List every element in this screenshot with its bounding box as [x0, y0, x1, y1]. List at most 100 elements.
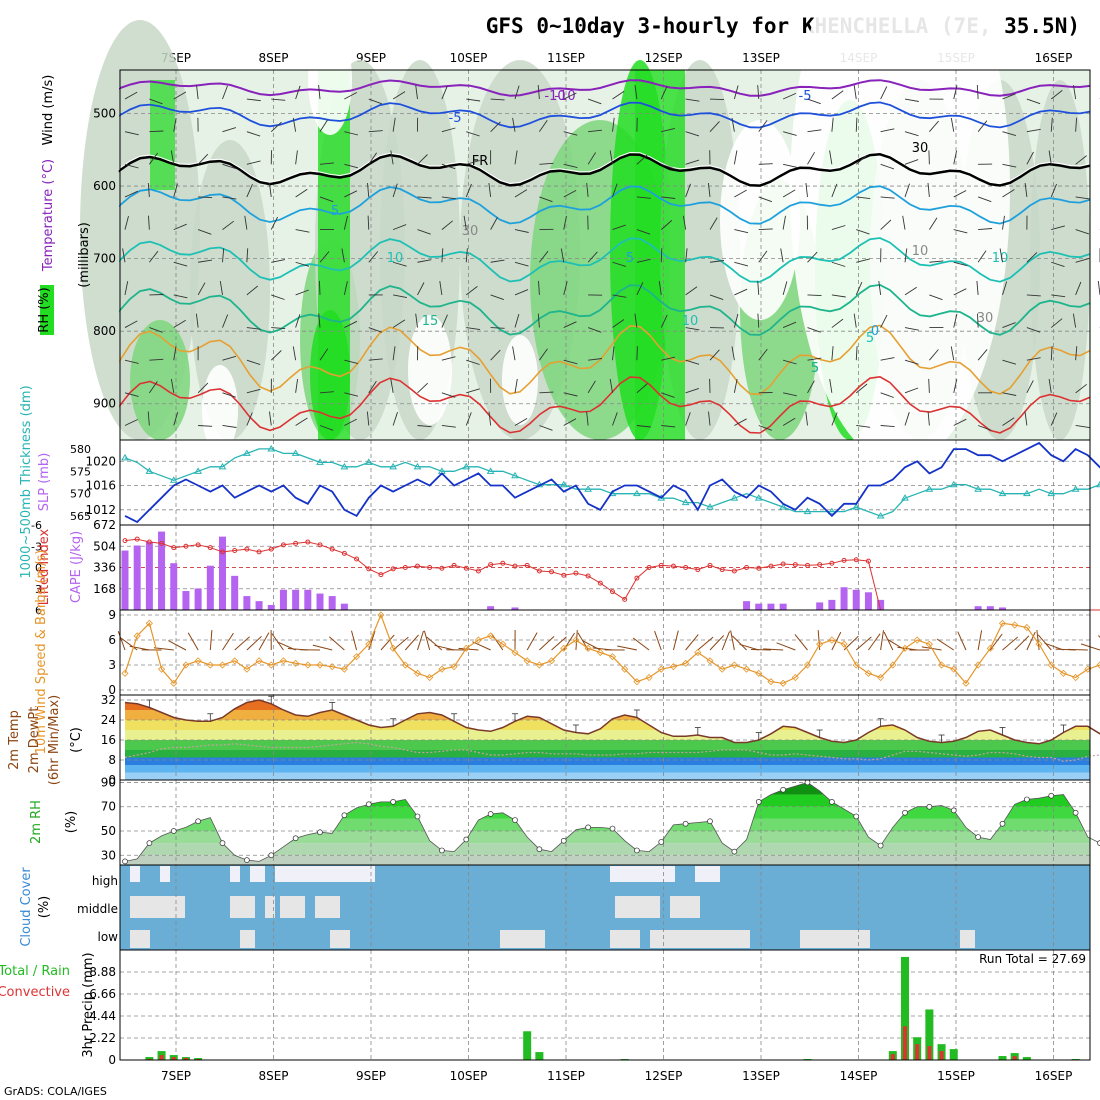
rh-point [658, 839, 665, 845]
upper-wind-barb [319, 348, 329, 361]
wind-speed-point [803, 661, 812, 669]
lifted-index-point [488, 562, 494, 568]
temp-bands [125, 700, 1090, 780]
cape-bar [255, 601, 263, 610]
upper-wind-barb [1002, 392, 1017, 396]
surface-wind-barb [234, 636, 250, 651]
upper-wind-barb [1024, 183, 1028, 198]
upper-wind-barb [636, 229, 651, 235]
upper-wind-barb [563, 392, 578, 397]
wind-speed-point [877, 673, 885, 682]
surface-wind-barb [1067, 648, 1088, 651]
surface-wind-barb [936, 638, 955, 651]
cape-tick-label: 336 [93, 561, 116, 575]
wind-speed-point [292, 659, 300, 667]
wind-speed-point [535, 661, 543, 669]
rh-point [780, 786, 786, 793]
thickness-point [559, 480, 568, 488]
upper-wind-barb [829, 150, 833, 165]
wind-speed-point [401, 661, 409, 669]
temp-contour-10 [119, 237, 1091, 283]
wind-speed-point [389, 644, 397, 652]
rh-point [463, 836, 470, 843]
upper-wind-barb [782, 281, 788, 296]
convective-legend-label: Convective [0, 985, 70, 1000]
thickness-point [754, 494, 763, 501]
contour-label: 5 [331, 204, 339, 219]
upper-wind-barb [344, 320, 358, 328]
upper-wind-barb [1050, 117, 1053, 132]
cape-bar [328, 596, 336, 610]
lifted-index-point [439, 565, 445, 571]
lifted-index-point [378, 572, 384, 578]
upper-wind-barb [807, 151, 815, 165]
surface-wind-barb [120, 637, 138, 651]
rh-point [731, 848, 738, 855]
lifted-index-point [585, 573, 591, 579]
surface-wind-barb [880, 630, 884, 651]
upper-wind-barb [856, 196, 871, 200]
upper-wind-barb [685, 412, 691, 426]
upper-wind-barb [368, 358, 383, 361]
rh-point [707, 818, 713, 825]
middle-cloud-block [280, 896, 305, 918]
slp-tick-label: 1020 [85, 454, 116, 468]
rh-tick-label: 50 [101, 824, 116, 838]
rh-band [125, 794, 1090, 807]
cape-bar [877, 599, 885, 610]
surface-wind-barb [672, 630, 679, 651]
thickness-point [462, 462, 471, 470]
surface-wind-barb [526, 632, 538, 651]
upper-wind-barb [880, 128, 895, 133]
upper-wind-barb [636, 196, 651, 199]
wind-speed-point [706, 657, 714, 665]
upper-wind-barb [904, 248, 908, 263]
upper-wind-barb [612, 294, 627, 298]
surface-wind-barb [380, 634, 395, 651]
precip-convective-bar [183, 1058, 188, 1060]
wind-speed-point [328, 663, 336, 671]
upper-wind-barb [390, 378, 394, 393]
upper-wind-barb [368, 130, 383, 133]
thickness-tick-label: 575 [70, 465, 91, 478]
rh-point [634, 847, 640, 854]
upper-wind-barb [612, 90, 625, 100]
wind-speed-point [950, 665, 958, 673]
upper-wind-barb [661, 163, 675, 170]
lifted-index-point [695, 567, 701, 573]
upper-wind-barb [292, 346, 297, 361]
upper-wind-barb [124, 91, 138, 100]
upper-wind-barb [295, 188, 308, 198]
wind-speed-point [791, 673, 799, 682]
upper-wind-barb [415, 313, 418, 328]
lifted-index-point [561, 572, 567, 578]
surface-wind-barb [168, 640, 187, 651]
upper-wind-barb [124, 190, 138, 198]
upper-wind-barb [392, 319, 406, 328]
wind-speed-point [231, 657, 239, 665]
upper-wind-barb [244, 215, 248, 230]
wind-speed-point [145, 619, 153, 627]
cape-bar [816, 602, 824, 610]
upper-wind-barb [490, 259, 505, 263]
lifted-index-point [524, 562, 530, 568]
surface-wind-barb [417, 630, 424, 651]
upper-wind-barb [853, 313, 857, 328]
upper-wind-barb [344, 392, 359, 397]
upper-wind-barb [1048, 150, 1052, 165]
upper-wind-barb [197, 229, 212, 235]
upper-wind-barb [927, 182, 930, 198]
upper-wind-barb [1002, 215, 1005, 230]
rh-point [122, 858, 128, 865]
cape-bar [974, 606, 982, 610]
upper-wind-barb [1002, 93, 1016, 100]
upper-wind-barb [904, 412, 910, 426]
rh-point [195, 818, 201, 825]
upper-wind-barb [392, 412, 398, 426]
upper-wind-barb [539, 196, 553, 203]
rh-point [268, 852, 275, 859]
wind-speed-point [365, 640, 373, 648]
upper-wind-barb [367, 182, 370, 198]
rh-point [902, 809, 908, 816]
upper-wind-barb [929, 260, 944, 263]
